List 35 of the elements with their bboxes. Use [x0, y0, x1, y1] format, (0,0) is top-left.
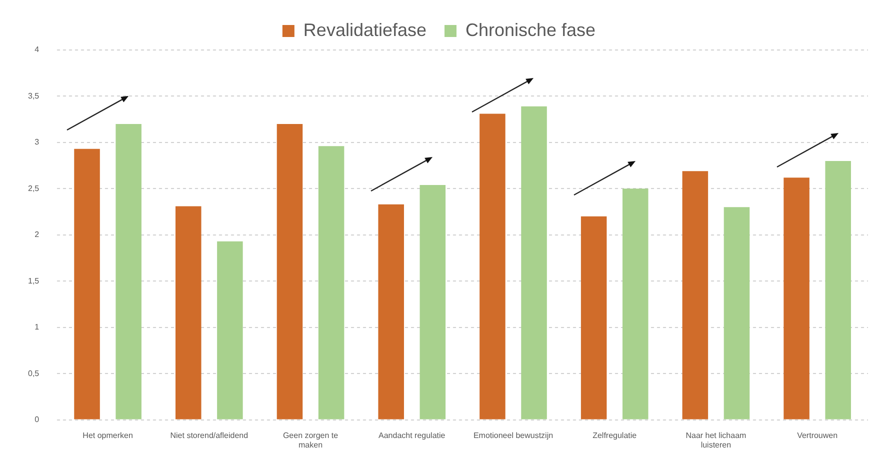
- bar: [784, 178, 810, 420]
- y-tick-label: 2,5: [28, 184, 40, 193]
- bar: [217, 241, 243, 420]
- bar: [176, 206, 202, 420]
- x-tick-label: Emotioneel bewustzijn: [473, 430, 554, 440]
- y-tick-label: 4: [34, 45, 40, 54]
- bar: [480, 114, 506, 420]
- bar: [318, 146, 344, 420]
- legend-label: Chronische fase: [466, 20, 596, 40]
- bar: [420, 184, 446, 420]
- bar: [580, 216, 607, 420]
- x-tick-label: Niet storend/afleidend: [170, 430, 248, 440]
- x-tick-label: Naar het lichaam luisteren: [686, 430, 747, 450]
- y-tick-label: 3: [34, 138, 40, 147]
- bar: [622, 188, 648, 420]
- x-tick-label: Het opmerken: [82, 430, 133, 440]
- bar: [116, 124, 142, 420]
- bar: [521, 106, 547, 420]
- y-tick-label: 0: [34, 415, 40, 424]
- bar: [74, 148, 100, 420]
- x-tick-label: Aandacht regulatie: [378, 430, 446, 440]
- y-tick-label: 0,5: [28, 368, 40, 378]
- legend-label: Revalidatiefase: [303, 20, 427, 40]
- bar: [682, 171, 708, 420]
- x-tick-label: Geen zorgen te maken: [282, 430, 339, 450]
- y-tick-label: 1,5: [28, 276, 40, 286]
- x-tick-label: Zelfregulatie: [592, 430, 638, 440]
- bar: [378, 204, 404, 420]
- x-tick-label: Vertrouwen: [797, 430, 838, 440]
- bar: [276, 124, 303, 420]
- y-tick-label: 2: [34, 230, 40, 240]
- bar: [724, 207, 750, 420]
- y-tick-label: 3,5: [28, 91, 40, 100]
- y-tick-label: 1: [34, 322, 40, 332]
- bar: [825, 160, 851, 420]
